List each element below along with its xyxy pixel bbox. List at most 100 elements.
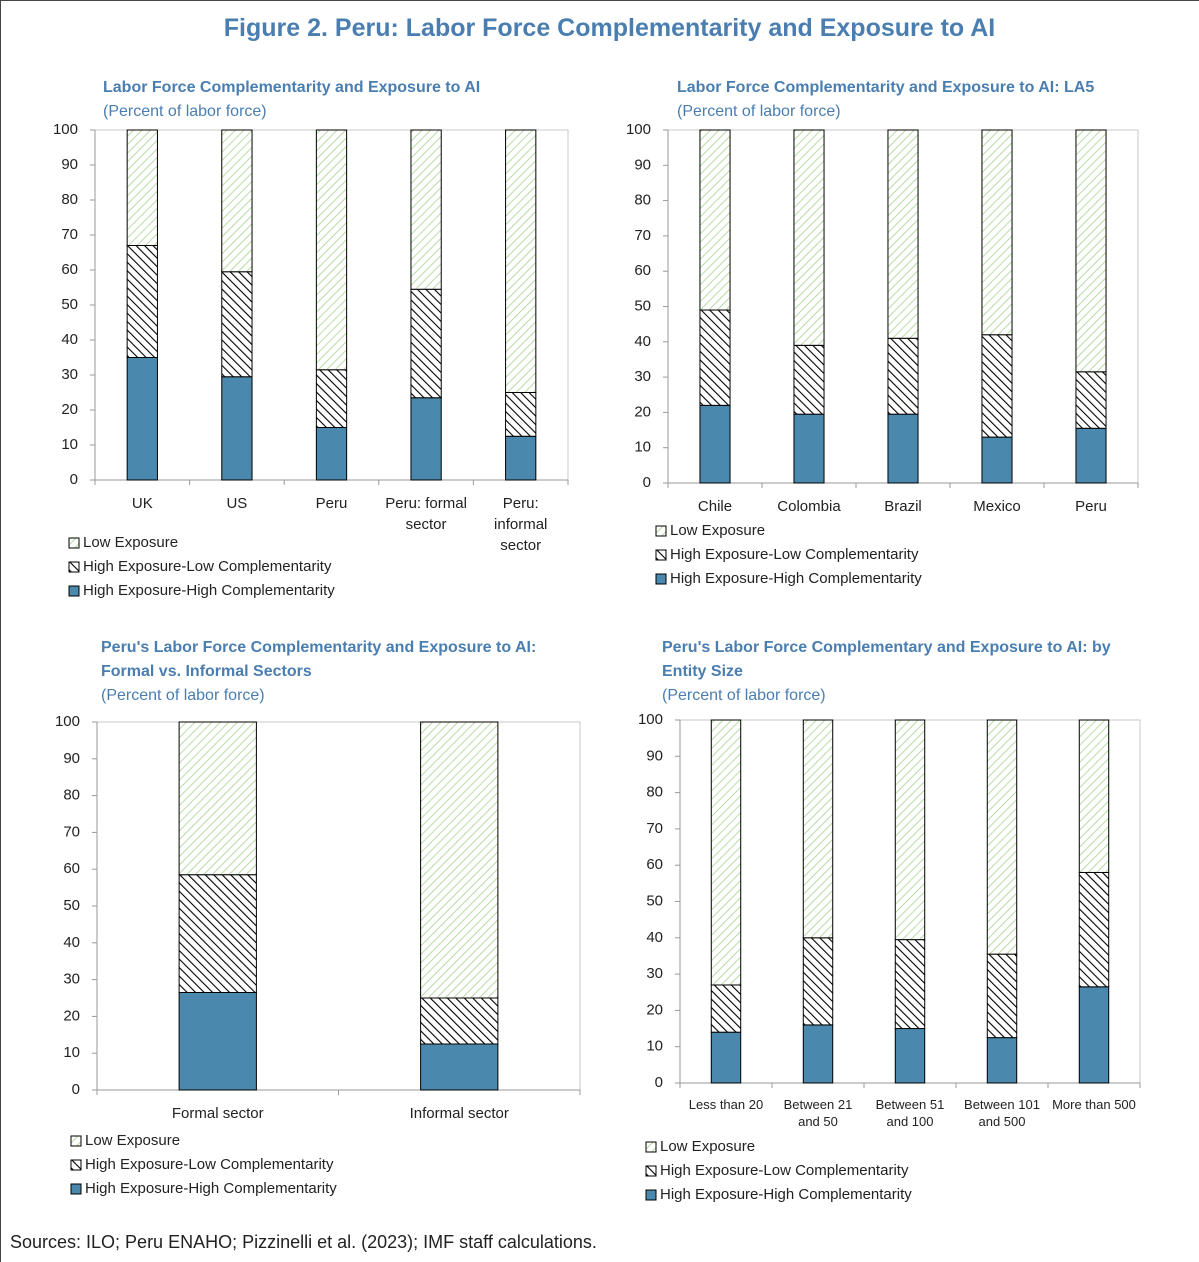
x-tick-label: Informal sector [409,1105,509,1122]
y-tick-label: 70 [63,823,80,840]
bar-segment [126,245,158,358]
legend-swatch-box [655,573,667,585]
legend-swatch [645,1165,657,1177]
y-tick-label: 40 [61,331,78,348]
legend-label: High Exposure-Low Complementarity [670,546,919,563]
legend-swatch-box [645,1141,657,1153]
panel-subtitle: (Percent of labor force) [101,687,265,704]
legend: Low Exposure High Exposure-Low Complement… [68,531,335,603]
y-tick-label: 30 [61,366,78,383]
bar-segment [221,376,253,481]
y-tick-label: 100 [55,713,80,730]
bar-segment [1075,129,1107,373]
y-tick-label: 100 [626,121,651,138]
legend-swatch-box [655,525,667,537]
legend-swatch [645,1141,657,1153]
legend-swatch [655,525,667,537]
figure-title: Figure 2. Peru: Labor Force Complementar… [223,14,996,42]
panel-subtitle: (Percent of labor force) [677,103,841,120]
legend-swatch-box [68,537,80,549]
x-tick-label: Peru [1075,498,1107,515]
legend-item: High Exposure-High Complementarity [645,1183,912,1207]
bar-segment [986,1037,1018,1084]
y-tick-label: 90 [63,750,80,767]
y-tick-label: 90 [61,156,78,173]
y-tick-label: 90 [634,156,651,173]
bar-segment [315,129,348,371]
panel-heading: Labor Force Complementarity and Exposure… [677,76,1177,124]
bar-segment [887,413,919,484]
legend: Low Exposure High Exposure-Low Complement… [70,1129,337,1201]
bar-segment [986,953,1018,1039]
bar-segment [699,404,731,484]
panel-heading: Peru's Labor Force Complementarity and E… [101,636,581,708]
bar-segment [894,719,926,941]
legend-label: High Exposure-High Complementarity [670,570,922,587]
legend-item: Low Exposure [645,1135,912,1159]
panel-title: Labor Force Complementarity and Exposure… [677,79,1095,96]
panel-heading: Labor Force Complementarity and Exposure… [103,76,583,124]
legend-swatch [70,1183,82,1195]
y-tick-label: 0 [643,474,651,491]
bar-segment [315,427,348,481]
bar-segment [221,129,253,273]
legend-swatch-box [68,585,80,597]
legend-label: High Exposure-High Complementarity [83,582,335,599]
y-tick-label: 10 [63,1044,80,1061]
y-tick-label: 0 [72,1081,80,1098]
bar-segment [887,129,919,339]
bar-segment [221,271,253,378]
legend-item: High Exposure-Low Complementarity [655,543,922,567]
panel-subtitle: (Percent of labor force) [662,687,826,704]
bar-segment [178,991,257,1091]
bar-segment [793,413,825,484]
y-tick-label: 10 [61,436,78,453]
x-tick-label: Between 101 and 500 [964,1097,1040,1129]
bar-segment [410,397,442,481]
plot-frame [96,721,581,1091]
bar-segment [802,1024,834,1084]
legend-label: Low Exposure [660,1138,756,1155]
legend-label: High Exposure-Low Complementarity [83,558,332,575]
legend-item: High Exposure-High Complementarity [655,567,922,591]
bar-segment [126,129,158,246]
legend-item: Low Exposure [655,519,922,543]
bar-segment [802,719,834,939]
legend-item: High Exposure-High Complementarity [70,1177,337,1201]
bar-segment [981,436,1013,484]
panel-subtitle: (Percent of labor force) [103,103,267,120]
y-tick-label: 60 [634,262,651,279]
x-tick-label: Peru: informal sector [494,495,548,554]
y-tick-label: 10 [646,1038,663,1055]
y-tick-label: 80 [63,787,80,804]
y-tick-label: 80 [646,784,663,801]
x-tick-label: Formal sector [171,1105,264,1122]
bar-segment [887,337,919,415]
bar-segment [505,435,537,481]
legend-item: High Exposure-Low Complementarity [645,1159,912,1183]
bar-segment [981,334,1013,438]
legend-label: High Exposure-Low Complementarity [660,1162,909,1179]
bar-segment [699,129,731,311]
bar-segment [410,288,442,399]
legend-label: High Exposure-Low Complementarity [85,1156,334,1173]
source-note: Sources: ILO; Peru ENAHO; Pizzinelli et … [10,1232,597,1252]
legend-swatch-box [70,1183,82,1195]
legend-label: Low Exposure [85,1132,181,1149]
legend-label: Low Exposure [83,534,179,551]
legend-swatch [68,585,80,597]
y-tick-label: 60 [63,860,80,877]
y-tick-label: 0 [655,1074,663,1091]
bar-segment [710,984,742,1033]
bar-segment [1078,986,1110,1084]
legend-label: High Exposure-High Complementarity [85,1180,337,1197]
bar-segment [126,357,158,481]
legend-swatch [645,1189,657,1201]
bar-segment [986,719,1018,955]
y-tick-label: 70 [61,226,78,243]
bar-segment [793,344,825,415]
y-tick-label: 40 [63,934,80,951]
